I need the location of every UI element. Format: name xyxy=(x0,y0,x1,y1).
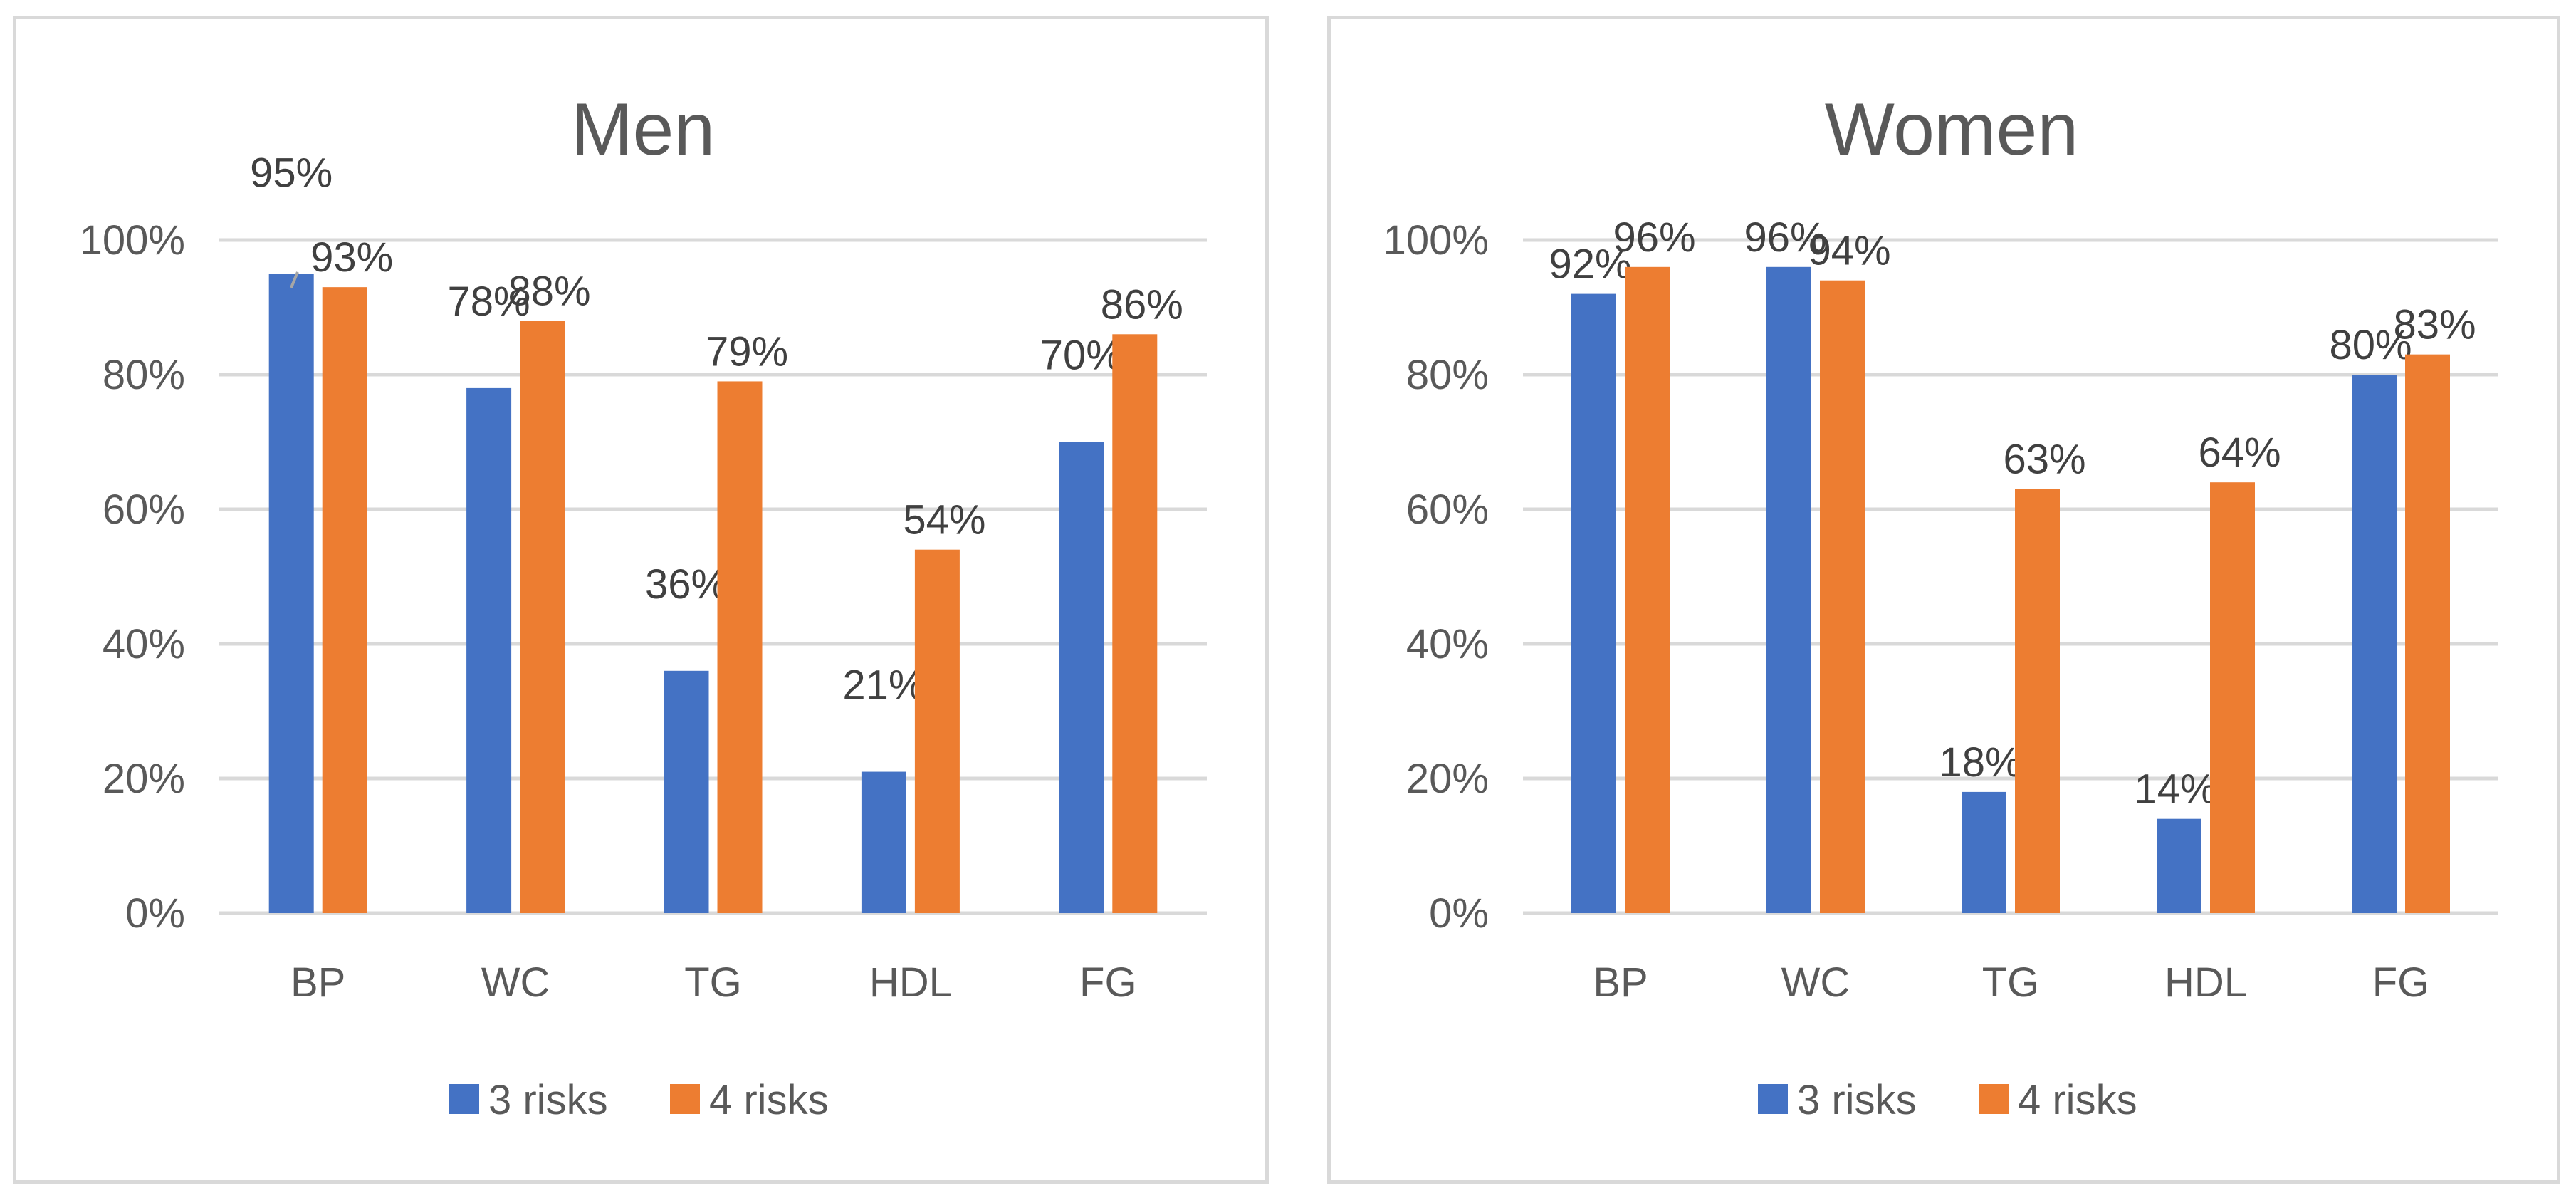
bar-wc-4-risks xyxy=(520,321,565,913)
bar-bp-4-risks xyxy=(1625,266,1670,913)
data-label: 92% xyxy=(1549,241,1631,288)
y-tick-label: 100% xyxy=(80,217,185,264)
bar-hdl-3-risks xyxy=(861,771,906,913)
chart-panel-men: Men 0% 20% 40% 60% 80% 100% 95% 93% BP 78% 88% WC 36%… xyxy=(13,16,1269,1184)
data-label: 54% xyxy=(903,497,985,543)
data-label: 94% xyxy=(1808,228,1890,274)
bar-fg-3-risks xyxy=(2352,375,2397,913)
y-tick-label: 80% xyxy=(103,352,185,398)
chart-panel-women: Women 0% 20% 40% 60% 80% 100% 92% 96% BP 96% 94% WC 1… xyxy=(1327,16,2560,1184)
legend-swatch xyxy=(1758,1084,1788,1114)
x-tick-label: FG xyxy=(2372,959,2430,1006)
data-label: 88% xyxy=(508,268,591,314)
y-tick-label: 80% xyxy=(1406,352,1489,398)
data-label: 18% xyxy=(1939,739,2021,786)
data-label: 96% xyxy=(1613,214,1695,261)
bar-tg-3-risks xyxy=(1962,791,2006,913)
x-tick-label: BP xyxy=(290,959,345,1006)
legend-label: 4 risks xyxy=(709,1077,829,1123)
bar-chart-women: Women0%20%40%60%80%100%92%96%BP96%94%WC1… xyxy=(1383,88,2498,1123)
data-label: 83% xyxy=(2393,302,2476,348)
bar-tg-3-risks xyxy=(664,670,709,913)
bar-bp-3-risks xyxy=(1571,293,1616,914)
bar-wc-3-risks xyxy=(1766,266,1811,913)
legend-swatch xyxy=(670,1084,700,1114)
x-tick-label: TG xyxy=(684,959,742,1006)
data-label: 79% xyxy=(706,328,788,375)
bar-bp-3-risks xyxy=(268,274,314,913)
bar-bp-4-risks xyxy=(322,287,367,913)
label-leader-line xyxy=(290,271,299,288)
y-tick-label: 0% xyxy=(125,890,185,937)
chart-title-men: Men xyxy=(571,88,715,171)
bar-fg-4-risks xyxy=(1112,334,1158,913)
data-label: 14% xyxy=(2134,766,2216,813)
bar-hdl-4-risks xyxy=(2210,482,2255,913)
bar-hdl-4-risks xyxy=(914,549,960,913)
data-label: 36% xyxy=(645,561,728,608)
chart-title-women: Women xyxy=(1825,88,2078,171)
legend-label: 4 risks xyxy=(2018,1077,2137,1123)
data-label: 63% xyxy=(2003,437,2085,483)
data-label: 93% xyxy=(310,234,393,281)
y-tick-label: 100% xyxy=(1383,217,1489,264)
data-label: 80% xyxy=(2329,322,2412,368)
x-tick-label: TG xyxy=(1982,959,2040,1006)
y-tick-label: 20% xyxy=(1406,756,1489,802)
legend-label: 3 risks xyxy=(1797,1077,1917,1123)
bar-tg-4-risks xyxy=(2015,489,2060,913)
data-label: 95% xyxy=(250,150,333,196)
x-tick-label: WC xyxy=(1781,959,1850,1006)
legend-swatch xyxy=(1979,1084,2009,1114)
legend-swatch xyxy=(449,1084,479,1114)
y-tick-label: 40% xyxy=(1406,621,1489,667)
data-label: 21% xyxy=(842,662,925,709)
bar-fg-4-risks xyxy=(2405,354,2450,913)
data-label: 96% xyxy=(1744,214,1826,261)
bar-tg-4-risks xyxy=(717,381,763,913)
bar-hdl-3-risks xyxy=(2157,818,2201,913)
x-tick-label: HDL xyxy=(869,959,952,1006)
x-tick-label: BP xyxy=(1593,959,1648,1006)
y-tick-label: 40% xyxy=(103,621,185,667)
y-tick-label: 60% xyxy=(1406,486,1489,533)
bar-wc-3-risks xyxy=(466,387,512,913)
data-label: 64% xyxy=(2198,429,2281,476)
y-tick-label: 0% xyxy=(1429,890,1489,937)
y-tick-label: 20% xyxy=(103,756,185,802)
legend-label: 3 risks xyxy=(488,1077,608,1123)
y-tick-label: 60% xyxy=(103,486,185,533)
data-label: 70% xyxy=(1040,333,1123,379)
data-label: 86% xyxy=(1101,281,1183,328)
x-tick-label: HDL xyxy=(2164,959,2247,1006)
x-tick-label: WC xyxy=(481,959,550,1006)
data-label: 78% xyxy=(448,278,530,325)
bar-fg-3-risks xyxy=(1059,442,1104,913)
bar-wc-4-risks xyxy=(1820,280,1865,913)
x-tick-label: FG xyxy=(1079,959,1137,1006)
bar-chart-men: Men 0% 20% 40% 60% 80% 100% 95% 93% BP 78%88% WC 36%… xyxy=(80,88,1207,1123)
